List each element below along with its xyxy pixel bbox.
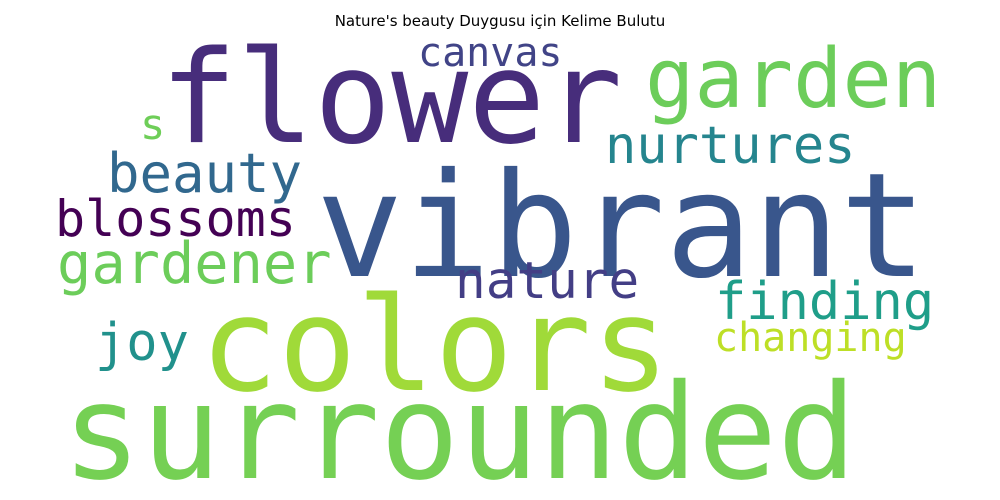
word-nurtures: nurtures bbox=[605, 116, 855, 176]
word-changing: changing bbox=[714, 315, 907, 361]
word-surrounded: surrounded bbox=[62, 356, 857, 500]
word-finding: finding bbox=[715, 272, 934, 332]
word-vibrant: vibrant bbox=[316, 142, 927, 311]
chart-title: Nature's beauty Duygusu için Kelime Bulu… bbox=[334, 12, 666, 30]
word-flower: flower bbox=[160, 24, 622, 173]
word-s: s bbox=[140, 100, 165, 149]
word-joy: joy bbox=[95, 313, 189, 373]
word-beauty: beauty bbox=[107, 142, 302, 205]
word-colors: colors bbox=[200, 269, 670, 421]
word-garden: garden bbox=[645, 32, 941, 127]
word-nature: nature bbox=[455, 252, 639, 311]
word-canvas: canvas bbox=[418, 30, 563, 76]
word-gardener: gardener bbox=[57, 231, 332, 297]
word-blossoms: blossoms bbox=[55, 190, 296, 248]
